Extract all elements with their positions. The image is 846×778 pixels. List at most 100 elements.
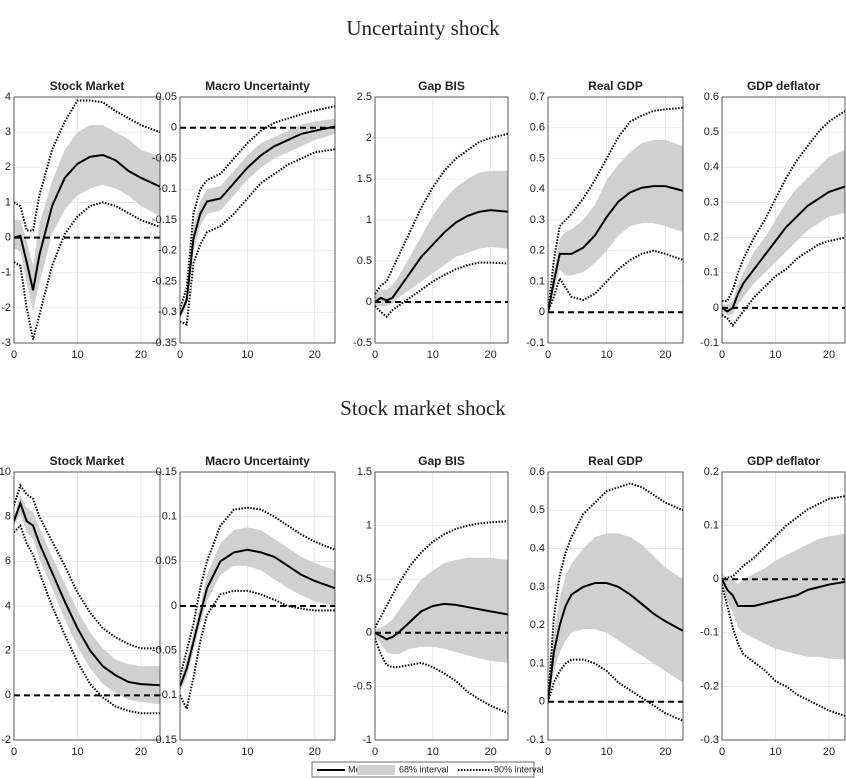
plot-content <box>375 520 508 715</box>
axes-frame <box>721 96 846 344</box>
band-90-upper <box>14 483 160 650</box>
y-tick-label: 1 <box>5 196 11 208</box>
y-tick-label: -0.15 <box>152 214 177 226</box>
band-90-upper <box>180 506 335 678</box>
axes-frame <box>547 96 684 344</box>
plot-content <box>722 495 845 717</box>
y-tick-label: -0.1 <box>526 734 545 746</box>
panel-title: Gap BIS <box>418 454 465 468</box>
x-tick-label: 10 <box>427 349 439 361</box>
x-tick-label: 0 <box>11 349 17 361</box>
y-tick-label: 0.2 <box>530 619 545 631</box>
y-tick-label: -0.2 <box>700 680 719 692</box>
y-tick-label: -0.35 <box>152 337 177 349</box>
y-tick-label: 1 <box>366 520 372 532</box>
x-tick-label: 10 <box>769 746 781 758</box>
panel-title: Real GDP <box>588 454 643 468</box>
median-line <box>14 153 160 291</box>
x-tick-label: 20 <box>485 746 497 758</box>
x-tick-label: 0 <box>177 746 183 758</box>
panel-title: Macro Uncertainty <box>205 79 310 93</box>
y-tick-label: 0.6 <box>530 122 545 134</box>
band-68 <box>548 533 683 702</box>
y-tick-label: 0.6 <box>704 91 719 103</box>
panel-title: GDP deflator <box>747 454 820 468</box>
y-tick-label: 1.5 <box>357 173 372 185</box>
median-line <box>375 602 508 641</box>
plot-content <box>375 132 508 319</box>
y-tick-label: 0.3 <box>530 214 545 226</box>
panel: -0.15 -0.1 -0.05 0 0.05 0.1 0.15 0 10 20 Macro Unc… <box>152 454 336 758</box>
y-tick-label: -0.3 <box>700 734 719 746</box>
y-tick-label: -0.3 <box>158 306 177 318</box>
x-tick-label: 20 <box>135 349 147 361</box>
x-tick-label: 0 <box>545 349 551 361</box>
y-tick-label: 0.5 <box>530 504 545 516</box>
plot-content <box>548 482 683 722</box>
y-tick-label: 1.5 <box>357 466 372 478</box>
y-tick-label: 0.6 <box>530 466 545 478</box>
y-tick-label: -0.05 <box>152 645 177 657</box>
y-tick-label: -0.25 <box>152 275 177 287</box>
y-tick-label: 0.5 <box>704 126 719 138</box>
y-tick-label: 1 <box>366 214 372 226</box>
x-tick-label: 10 <box>427 746 439 758</box>
panel: -1 -0.5 0 0.5 1 1.5 0 10 20 Gap BIS <box>353 454 509 758</box>
y-tick-label: 0 <box>171 600 177 612</box>
axes-frame <box>547 471 684 741</box>
x-tick-label: 0 <box>372 349 378 361</box>
legend-label: 90% interval <box>494 764 544 774</box>
panel: -0.3 -0.2 -0.1 0 0.1 0.2 0 10 20 GDP deflator <box>700 454 846 758</box>
median-line <box>722 185 845 313</box>
x-tick-label: 0 <box>719 349 725 361</box>
y-tick-label: 0.4 <box>530 183 545 195</box>
axes-frame <box>374 471 509 741</box>
y-tick-label: 0.4 <box>704 161 719 173</box>
section-title: Stock market shock <box>340 396 506 420</box>
band-90-upper <box>180 105 335 310</box>
plot-content <box>722 110 845 328</box>
y-tick-label: 2 <box>5 645 11 657</box>
plot-content <box>548 106 683 314</box>
panel-title: Gap BIS <box>418 79 465 93</box>
x-tick-label: 0 <box>372 746 378 758</box>
panel: -0.35 -0.3 -0.25 -0.2 -0.15 -0.1 -0.05 0 0.05 0 10… <box>152 79 336 361</box>
band-90-upper <box>14 99 160 232</box>
y-tick-label: 4 <box>5 600 11 612</box>
x-tick-label: 10 <box>601 746 613 758</box>
x-tick-label: 10 <box>241 746 253 758</box>
band-90-lower <box>14 201 160 340</box>
band-90-upper <box>722 495 845 581</box>
y-tick-label: -2 <box>1 302 11 314</box>
y-tick-label: -3 <box>1 337 11 349</box>
band-90-lower <box>180 589 335 712</box>
y-tick-label: 4 <box>5 91 11 103</box>
band-90-upper <box>375 132 508 295</box>
x-tick-label: 10 <box>769 349 781 361</box>
y-tick-label: 0.1 <box>704 520 719 532</box>
panel-title: Real GDP <box>588 79 643 93</box>
band-90-lower <box>375 637 508 715</box>
axes-frame <box>13 96 161 344</box>
x-tick-label: 0 <box>719 746 725 758</box>
x-tick-label: 20 <box>659 349 671 361</box>
panel: -3 -2 -1 0 1 2 3 4 0 10 20 Stock Market <box>1 79 161 361</box>
panel-title: GDP deflator <box>747 79 820 93</box>
y-tick-label: -0.2 <box>158 245 177 257</box>
x-tick-label: 10 <box>241 349 253 361</box>
x-tick-label: 20 <box>823 349 835 361</box>
y-tick-label: -0.1 <box>526 337 545 349</box>
y-tick-label: 2 <box>5 161 11 173</box>
y-tick-label: -0.1 <box>700 627 719 639</box>
x-tick-label: 10 <box>71 746 83 758</box>
panel-title: Stock Market <box>50 454 125 468</box>
y-tick-label: 6 <box>5 555 11 567</box>
y-tick-label: -0.15 <box>152 734 177 746</box>
legend-label: 68% interval <box>399 764 449 774</box>
legend: Median 68% interval 90% interval <box>311 761 544 778</box>
